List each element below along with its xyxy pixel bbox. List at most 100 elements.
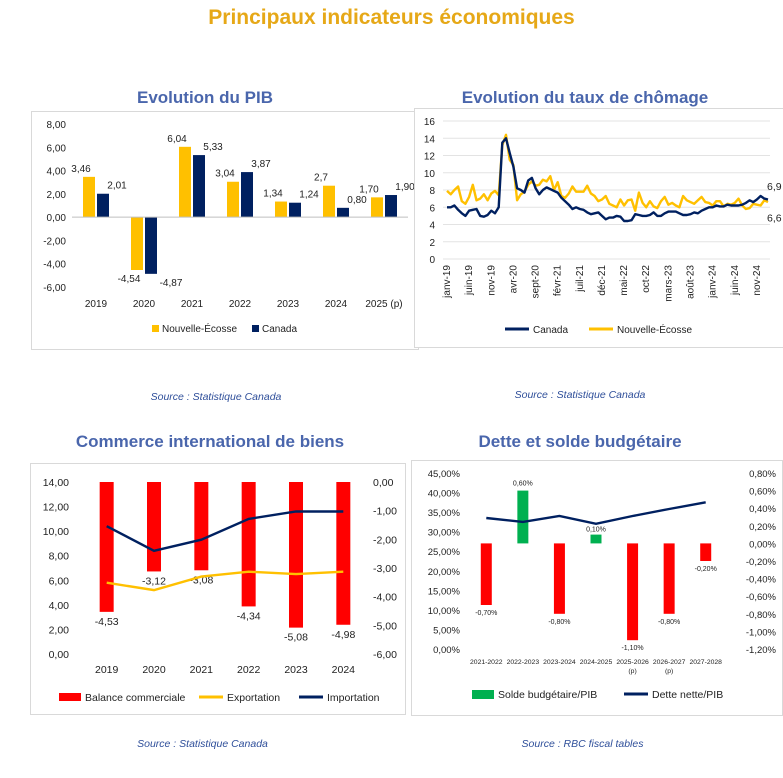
- y-tick-label: 12: [424, 152, 436, 163]
- trade-chart: 0,00 2,00 4,00 6,00 8,00 10,00 12,00 14,00 -6,00…: [43, 477, 397, 704]
- bar-balance: [147, 482, 161, 572]
- data-label: -0,80%: [658, 619, 680, 626]
- x-tick-label: (p): [665, 668, 673, 675]
- x-tick-label: nov-19: [486, 265, 497, 296]
- x-tick-label: 2025 (p): [365, 299, 402, 310]
- y-left-tick-label: 5,00%: [433, 625, 460, 636]
- bar-balance: [517, 490, 529, 544]
- end-label-nouvelle-ecosse: 6,6: [767, 213, 782, 225]
- x-tick-label: juin-19: [464, 265, 475, 296]
- x-tick-label: 2021-2022: [470, 659, 503, 666]
- data-label: 0,60%: [513, 481, 533, 488]
- y-right-tick-label: -1,20%: [746, 645, 777, 656]
- y-right-tick-label: -1,00: [373, 506, 397, 518]
- bar-balance: [336, 482, 351, 625]
- unemployment-chart-title: Evolution du taux de chômage: [461, 88, 709, 107]
- gdp-chart-title: Evolution du PIB: [137, 88, 273, 107]
- bar-canada: [97, 193, 109, 218]
- legend-label: Balance commerciale: [85, 692, 186, 704]
- line-importation: [106, 510, 344, 553]
- unemployment-chart: 0 2 4 6 8 10 12 14 16 janv-19 juin-19 nov-19 avr-20 s…: [424, 117, 782, 336]
- x-tick-label: 2023: [277, 299, 300, 310]
- y-tick-label: 4,00: [47, 167, 67, 178]
- legend-swatch: [252, 325, 259, 332]
- data-label: -3,12: [142, 575, 166, 587]
- y-left-tick-label: 8,00: [49, 551, 70, 563]
- unemployment-chart-frame: 0 2 4 6 8 10 12 14 16 janv-19 juin-19 nov-19 avr-20 s…: [414, 108, 783, 348]
- y-tick-label: 2,00: [47, 190, 67, 201]
- y-right-tick-label: 0,40%: [749, 504, 776, 515]
- x-tick-label: 2027-2028: [689, 659, 722, 666]
- debt-chart-title: Dette et solde budgétaire: [478, 432, 682, 451]
- legend-label: Dette nette/PIB: [652, 689, 723, 701]
- y-right-tick-label: -0,60%: [746, 592, 777, 603]
- debt-chart-frame: 0,00% 5,00% 10,00% 15,00% 20,00% 25,00% 30,00%…: [411, 460, 783, 716]
- bar-canada: [385, 195, 397, 218]
- data-label: 0,80: [347, 195, 367, 206]
- bar-balance: [194, 482, 209, 571]
- x-tick-label: sept-20: [531, 265, 542, 299]
- legend-label: Exportation: [227, 692, 280, 704]
- data-label: 2,01: [107, 181, 127, 192]
- x-tick-label: 2023: [284, 664, 308, 676]
- y-right-tick-label: -2,00: [373, 534, 397, 546]
- y-left-tick-label: 35,00%: [428, 508, 461, 519]
- data-label: 6,04: [167, 134, 187, 145]
- data-label: -4,34: [237, 610, 261, 622]
- y-left-tick-label: 10,00%: [428, 606, 461, 617]
- y-left-tick-label: 2,00: [49, 624, 70, 636]
- data-label: 5,33: [203, 142, 223, 153]
- x-tick-label: mai-22: [619, 265, 630, 296]
- x-tick-label: mars-23: [663, 265, 674, 302]
- unemployment-source: Source : Statistique Canada: [514, 389, 646, 401]
- bar-nouvelle-ecosse: [323, 185, 335, 218]
- x-tick-label: 2019: [85, 299, 108, 310]
- y-tick-label: 2: [429, 238, 435, 249]
- legend-swatch: [472, 690, 494, 699]
- data-label: -1,10%: [621, 645, 643, 652]
- debt-chart: 0,00% 5,00% 10,00% 15,00% 20,00% 25,00% 30,00%…: [428, 469, 777, 701]
- bar-balance: [289, 482, 303, 628]
- bar-nouvelle-ecosse: [371, 197, 383, 218]
- data-label: -4,98: [331, 629, 355, 641]
- x-tick-label: 2021: [181, 299, 204, 310]
- x-tick-label: 2019: [95, 664, 119, 676]
- x-tick-label: 2024: [325, 299, 348, 310]
- trade-source: Source : Statistique Canada: [137, 738, 268, 750]
- data-label: 3,87: [251, 159, 271, 170]
- data-label: 1,34: [263, 189, 283, 200]
- y-left-tick-label: 4,00: [49, 600, 70, 612]
- x-tick-label: août-23: [686, 265, 697, 299]
- legend-label: Canada: [533, 325, 568, 336]
- data-label: -4,53: [95, 616, 119, 628]
- bar-nouvelle-ecosse: [179, 146, 191, 218]
- y-right-tick-label: 0,20%: [749, 522, 776, 533]
- bar-canada: [241, 172, 253, 218]
- line-dette-nette: [486, 501, 706, 526]
- legend-label: Solde budgétaire/PIB: [498, 689, 597, 701]
- x-tick-label: 2024: [332, 664, 356, 676]
- x-tick-label: janv-24: [708, 265, 719, 299]
- y-right-tick-label: -5,00: [373, 620, 397, 632]
- x-tick-label: 2026-2027: [653, 659, 686, 666]
- y-right-tick-label: -0,40%: [746, 575, 777, 586]
- y-tick-label: 16: [424, 117, 436, 128]
- data-label: 0,10%: [586, 527, 606, 534]
- legend-swatch: [59, 693, 81, 701]
- data-label: 1,70: [359, 184, 379, 195]
- y-tick-label: -2,00: [43, 236, 66, 247]
- y-right-tick-label: -0,20%: [746, 557, 777, 568]
- y-left-tick-label: 45,00%: [428, 469, 461, 480]
- bar-nouvelle-ecosse: [83, 176, 95, 218]
- y-tick-label: 6,00: [47, 143, 67, 154]
- y-right-tick-label: -3,00: [373, 563, 397, 575]
- x-tick-label: févr-21: [553, 265, 564, 297]
- y-left-tick-label: 40,00%: [428, 489, 461, 500]
- bar-balance: [663, 543, 675, 614]
- line-canada: [447, 137, 769, 223]
- bar-balance: [241, 482, 256, 607]
- debt-source: Source : RBC fiscal tables: [521, 738, 644, 750]
- x-tick-label: 2023-2024: [543, 659, 576, 666]
- data-label: -0,70%: [475, 610, 497, 617]
- bar-balance: [700, 543, 712, 561]
